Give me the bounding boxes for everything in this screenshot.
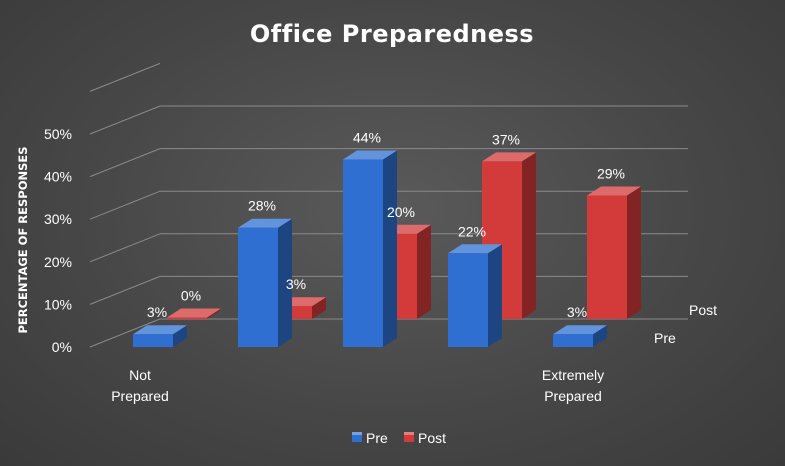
y-tick-label: 10% xyxy=(44,296,72,312)
legend-item-post: Post xyxy=(404,430,446,446)
gridline-diagonal xyxy=(89,190,161,220)
bar-front xyxy=(587,195,627,319)
bar-front xyxy=(238,227,278,347)
bar-front xyxy=(448,253,488,347)
bar-side xyxy=(522,152,536,319)
depth-axis-labels: Pre Post xyxy=(654,302,717,346)
data-label-pre: 3% xyxy=(567,304,587,320)
depth-label-pre: Pre xyxy=(654,330,676,346)
bar-pre-4 xyxy=(448,244,502,347)
bar-side xyxy=(417,224,431,319)
bar-side xyxy=(278,218,292,347)
y-tick-label: 20% xyxy=(44,254,72,270)
bar-top xyxy=(133,325,187,335)
legend: Pre Post xyxy=(352,430,446,446)
gridline-diagonal xyxy=(89,275,161,305)
gridline-diagonal xyxy=(89,105,161,135)
gridline-diagonal xyxy=(89,62,161,92)
gridline-diagonal xyxy=(89,148,161,178)
legend-item-pre: Pre xyxy=(352,430,388,446)
bar-side xyxy=(312,297,326,319)
data-label-post: 20% xyxy=(387,204,415,220)
y-tick-label: 30% xyxy=(44,211,72,227)
data-label-pre: 3% xyxy=(147,304,167,320)
bar-front xyxy=(553,334,593,347)
bar-front xyxy=(133,334,173,347)
bar-top xyxy=(167,308,221,318)
bar-front xyxy=(167,317,207,319)
data-label-post: 0% xyxy=(181,288,201,304)
legend-swatch xyxy=(404,432,414,442)
legend-swatch xyxy=(352,432,362,442)
y-tick-label: 0% xyxy=(52,339,72,355)
gridline-diagonal xyxy=(89,318,161,348)
y-axis-label: PERCENTAGE OF RESPONSES xyxy=(16,146,30,333)
legend-label: Post xyxy=(418,430,446,446)
data-labels: 0% 3% 20% 37% 29% 3% 28% 44% 22% 3% xyxy=(147,130,625,321)
bar-side xyxy=(173,325,187,347)
bar-side xyxy=(627,186,641,319)
data-label-post: 37% xyxy=(492,131,520,147)
category-label: Not xyxy=(129,367,151,383)
bar-pre-5 xyxy=(553,325,607,347)
bar-top xyxy=(553,325,607,335)
bar-top xyxy=(482,152,536,162)
category-labels: Not Prepared Extremely Prepared xyxy=(111,367,604,404)
category-label: Extremely xyxy=(542,367,604,383)
bar-side xyxy=(383,150,397,347)
bar-post-5 xyxy=(587,186,641,319)
bar-pre-3 xyxy=(343,150,397,347)
legend-swatch-top xyxy=(404,432,414,435)
data-label-pre: 22% xyxy=(458,223,486,239)
legend-swatch-top xyxy=(352,432,362,435)
data-label-post: 29% xyxy=(597,165,625,181)
data-label-pre: 28% xyxy=(248,198,276,214)
bar-side xyxy=(207,308,221,319)
bar-front xyxy=(343,159,383,347)
bar-pre-1 xyxy=(133,325,187,347)
bars xyxy=(133,150,641,347)
category-label: Prepared xyxy=(544,388,602,404)
bar-side xyxy=(488,244,502,347)
y-tick-label: 50% xyxy=(44,126,72,142)
bar-top xyxy=(238,218,292,228)
y-tick-label: 40% xyxy=(44,169,72,185)
data-label-post: 3% xyxy=(286,276,306,292)
data-label-pre: 44% xyxy=(353,130,381,146)
legend-label: Pre xyxy=(366,430,388,446)
bar-side xyxy=(593,325,607,347)
bar-post-1 xyxy=(167,308,221,319)
bar-pre-2 xyxy=(238,218,292,347)
bar-top xyxy=(343,150,397,160)
category-label: Prepared xyxy=(111,388,169,404)
depth-label-post: Post xyxy=(689,302,717,318)
bar-top xyxy=(587,186,641,196)
gridline-diagonal xyxy=(89,233,161,263)
bar-top xyxy=(448,244,502,254)
y-axis-ticks: 0% 10% 20% 30% 40% 50% xyxy=(44,126,72,355)
chart-title: Office Preparedness xyxy=(250,20,534,48)
